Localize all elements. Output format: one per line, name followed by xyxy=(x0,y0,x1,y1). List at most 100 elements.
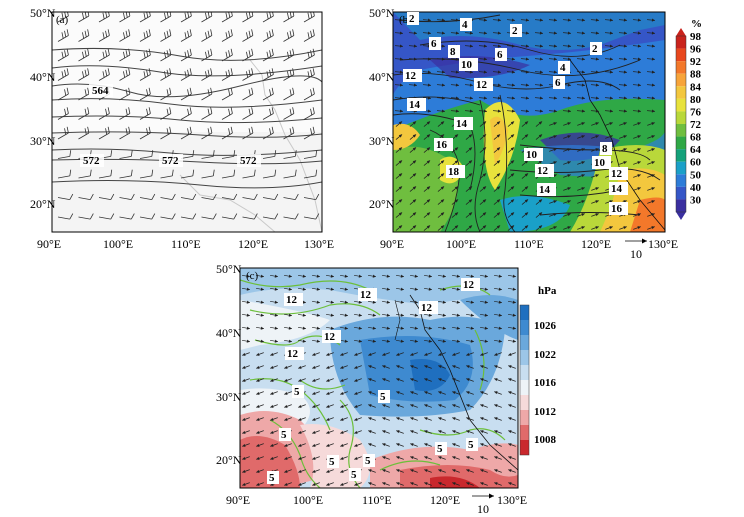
wind-vector xyxy=(242,378,250,382)
x-tick-label: 120°E xyxy=(430,493,460,507)
wind-vector xyxy=(438,365,446,369)
wind-vector xyxy=(340,456,348,460)
wind-vector xyxy=(508,482,516,486)
wind-vector xyxy=(368,482,376,486)
wind-vector xyxy=(354,391,362,395)
wind-barb xyxy=(180,193,197,200)
wind-vector xyxy=(507,147,515,153)
wind-vector xyxy=(590,96,600,100)
wind-vector xyxy=(284,365,292,369)
wind-vector xyxy=(424,430,432,434)
wind-barb xyxy=(78,29,90,42)
colorbar-segment xyxy=(520,425,529,440)
wind-vector xyxy=(507,160,515,166)
wind-vector xyxy=(340,352,348,356)
contour-label: 8 xyxy=(450,46,456,58)
wind-vector xyxy=(242,404,250,408)
wind-vector xyxy=(437,199,445,205)
wind-vector xyxy=(591,226,599,230)
wind-vector xyxy=(242,456,250,460)
wind-vector xyxy=(269,300,279,304)
wind-vector xyxy=(396,443,404,447)
wind-vector xyxy=(494,430,502,434)
colorbar-segment xyxy=(676,48,686,62)
contour-label: 12 xyxy=(324,331,336,343)
contour-label: 12 xyxy=(287,348,299,360)
wind-vector xyxy=(577,174,585,178)
colorbar-tick-label: 84 xyxy=(690,81,702,93)
contour-label: 5 xyxy=(351,469,357,481)
wind-vector xyxy=(465,160,473,166)
wind-barb xyxy=(78,48,90,62)
wind-vector xyxy=(479,326,489,330)
wind-vector xyxy=(632,18,642,22)
wind-vector xyxy=(436,31,446,35)
colorbar-segment xyxy=(520,350,529,365)
wind-vector xyxy=(408,57,418,61)
wind-vector xyxy=(298,469,306,473)
wind-vector xyxy=(326,365,334,369)
wind-vector xyxy=(576,44,586,48)
wind-barb xyxy=(283,87,295,101)
x-tick-label: 130°E xyxy=(304,237,334,251)
wind-vector xyxy=(396,456,404,460)
wind-vector xyxy=(647,161,655,165)
contour-label: 16 xyxy=(611,203,623,215)
wind-vector xyxy=(576,83,586,87)
wind-vector xyxy=(493,287,503,291)
wind-vector xyxy=(410,404,418,408)
wind-vector xyxy=(423,225,431,231)
wind-vector xyxy=(284,469,292,473)
wind-vector xyxy=(436,57,446,61)
wind-vector xyxy=(395,186,403,192)
contour-label: 12 xyxy=(537,165,549,177)
wind-vector xyxy=(409,186,417,192)
wind-vector xyxy=(480,456,488,460)
contour-label: 12 xyxy=(421,302,433,314)
wind-vector xyxy=(367,300,377,304)
wind-vector xyxy=(520,44,530,48)
wind-vector xyxy=(647,122,655,126)
wind-vector xyxy=(506,83,516,87)
contour-label: 12 xyxy=(360,289,372,301)
wind-vector xyxy=(297,326,307,330)
wind-vector xyxy=(493,173,501,179)
wind-vector xyxy=(478,70,488,74)
wind-vector xyxy=(256,469,264,473)
wind-vector xyxy=(479,339,489,343)
wind-vector xyxy=(396,430,404,434)
wind-barb xyxy=(262,29,274,42)
wind-vector xyxy=(493,300,503,304)
wind-barbs xyxy=(57,12,320,220)
wind-vector xyxy=(409,225,417,231)
wind-barb xyxy=(221,48,233,62)
wind-vector xyxy=(312,352,320,356)
wind-vector xyxy=(437,173,445,179)
wind-barb xyxy=(283,193,299,200)
wind-barb xyxy=(98,29,110,42)
wind-vector xyxy=(340,391,348,395)
wind-vector xyxy=(241,274,251,278)
colorbar-segment xyxy=(520,440,529,455)
wind-vector xyxy=(465,147,473,153)
wind-vector xyxy=(395,212,403,218)
colorbar-tick-label: 76 xyxy=(690,106,702,118)
wind-vector xyxy=(647,213,655,217)
wind-vector xyxy=(283,287,293,291)
wind-barb xyxy=(98,126,110,140)
wind-vector xyxy=(466,391,474,395)
colorbar-segment xyxy=(676,136,686,150)
wind-vector xyxy=(255,287,265,291)
wind-barb xyxy=(242,68,254,81)
wind-vector xyxy=(508,469,516,473)
wind-vector xyxy=(618,70,628,74)
wind-vector xyxy=(465,199,473,205)
contour-label: 5 xyxy=(468,439,474,451)
wind-vector xyxy=(493,160,501,166)
wind-vector xyxy=(423,274,433,278)
wind-vector xyxy=(312,391,320,395)
wind-vector xyxy=(520,83,530,87)
wind-barb xyxy=(57,150,72,159)
wind-barb xyxy=(201,68,213,81)
wind-barb xyxy=(283,29,295,42)
